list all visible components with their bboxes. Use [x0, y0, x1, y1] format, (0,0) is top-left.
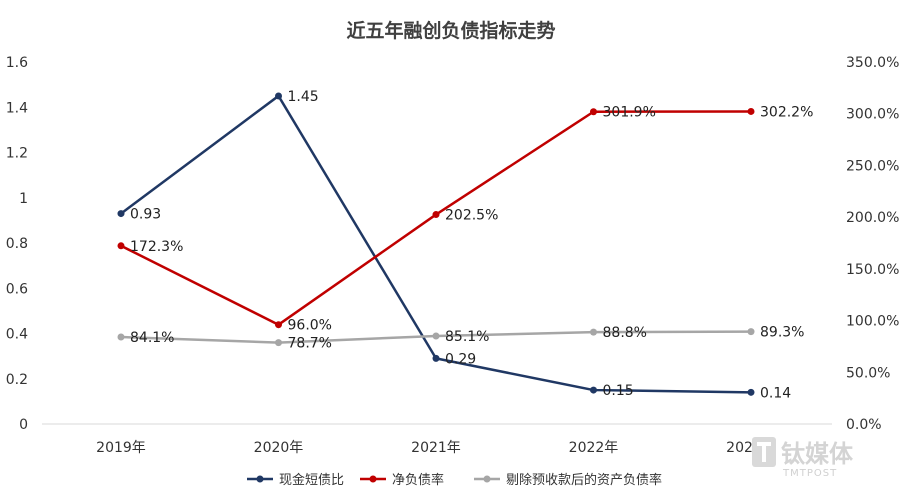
data-point [275, 339, 282, 347]
left-tick-label: 0.2 [6, 372, 28, 388]
data-point [275, 321, 282, 329]
data-point [432, 354, 440, 362]
left-axis: 0 0.2 0.4 0.6 0.8 1 1.2 1.4 1.6 [6, 55, 28, 433]
data-label: 0.15 [603, 383, 634, 399]
x-tick-label: 2019年 [96, 440, 146, 456]
data-point [590, 328, 597, 336]
right-tick-label: 300.0% [846, 107, 899, 123]
data-point [590, 386, 597, 394]
chart-title: 近五年融创负债指标走势 [346, 19, 555, 42]
x-tick-label: 2022年 [569, 440, 619, 456]
right-tick-label: 0.0% [846, 417, 882, 433]
legend-label: 现金短债比 [279, 472, 344, 488]
series-1: 0.93 1.45 0.29 0.15 0.14 [117, 89, 791, 401]
watermark-text: 钛媒体 [781, 440, 854, 468]
plot-area: 0.93 1.45 0.29 0.15 0.14 172.3% 96.0% 202.5% 301… [117, 89, 813, 401]
data-point [747, 328, 755, 336]
data-point [275, 92, 282, 100]
right-tick-label: 250.0% [846, 158, 899, 174]
legend-label: 剔除预收款后的资产负债率 [506, 472, 662, 488]
left-tick-label: 0.4 [6, 327, 28, 343]
legend-item: 现金短债比 [247, 472, 344, 488]
legend-item: 净负债率 [360, 472, 444, 488]
data-point [432, 211, 440, 219]
data-point [432, 332, 440, 340]
legend: 现金短债比 净负债率 剔除预收款后的资产负债率 [247, 472, 662, 488]
legend-label: 净负债率 [392, 472, 444, 488]
left-tick-label: 0.8 [6, 236, 28, 252]
legend-swatch-marker [256, 475, 264, 483]
x-axis: 2019年 2020年 2021年 2022年 2023年 [96, 440, 776, 456]
data-label: 172.3% [130, 239, 183, 255]
legend-swatch-marker [483, 475, 491, 483]
data-label: 301.9% [603, 105, 656, 121]
legend-swatch-marker [369, 475, 377, 483]
data-point [117, 333, 125, 341]
data-label: 0.93 [130, 207, 161, 223]
data-point [747, 107, 755, 115]
right-tick-label: 50.0% [846, 365, 890, 381]
left-tick-label: 1.4 [6, 100, 28, 116]
data-label: 88.8% [603, 325, 647, 341]
watermark: 钛媒体 TMTPOST [752, 437, 854, 479]
data-point [117, 242, 125, 250]
data-label: 202.5% [445, 208, 498, 224]
left-tick-label: 1.2 [6, 146, 28, 162]
data-label: 85.1% [445, 329, 489, 345]
right-tick-label: 150.0% [846, 262, 899, 278]
data-point [117, 210, 125, 218]
data-label: 302.2% [760, 104, 813, 120]
data-label: 89.3% [760, 325, 804, 341]
series-3: 84.1% 78.7% 85.1% 88.8% 89.3% [117, 325, 804, 352]
data-label: 1.45 [288, 89, 319, 105]
left-tick-label: 1.6 [6, 55, 28, 71]
right-tick-label: 200.0% [846, 210, 899, 226]
data-label: 96.0% [288, 318, 332, 334]
watermark-subtext: TMTPOST [782, 468, 837, 479]
data-point [590, 108, 597, 116]
data-label: 0.14 [760, 385, 791, 401]
data-label: 84.1% [130, 330, 174, 346]
series-line [120, 94, 752, 394]
right-axis: 0.0% 50.0% 100.0% 150.0% 200.0% 250.0% 300.0% 3… [846, 55, 899, 433]
x-tick-label: 2021年 [411, 440, 461, 456]
watermark-logo-stem [762, 442, 766, 462]
x-tick-label: 2020年 [254, 440, 304, 456]
right-tick-label: 350.0% [846, 55, 899, 71]
left-tick-label: 0.6 [6, 281, 28, 297]
data-label: 78.7% [288, 336, 332, 352]
legend-item: 剔除预收款后的资产负债率 [474, 472, 662, 488]
right-tick-label: 100.0% [846, 314, 899, 330]
data-label: 0.29 [445, 351, 476, 367]
data-point [747, 388, 755, 396]
left-tick-label: 1 [19, 191, 28, 207]
left-tick-label: 0 [19, 417, 28, 433]
series-2: 172.3% 96.0% 202.5% 301.9% 302.2% [117, 104, 813, 334]
